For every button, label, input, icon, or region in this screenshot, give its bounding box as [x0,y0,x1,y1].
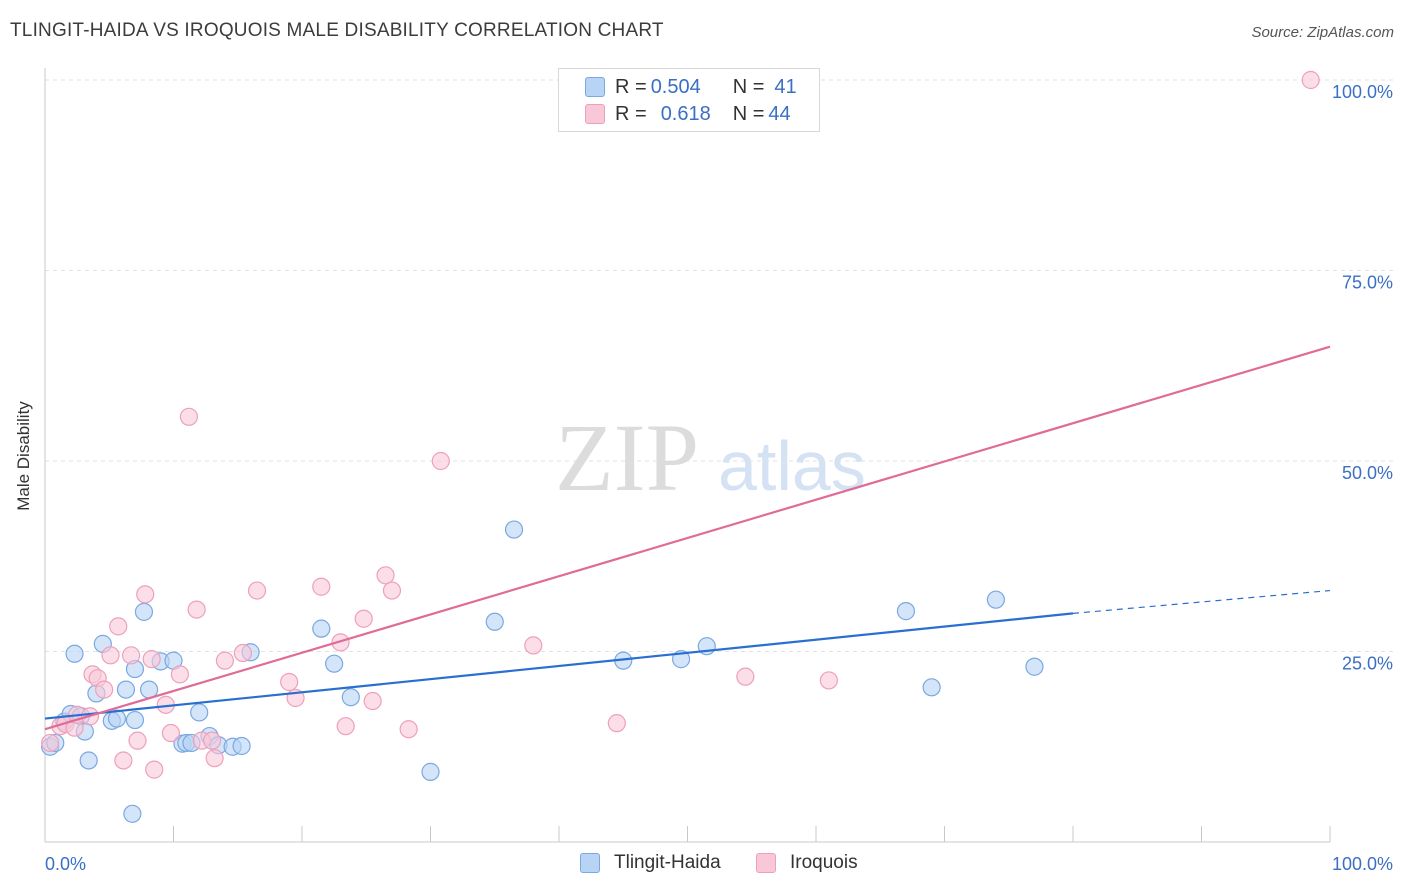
pink-data-point [187,600,206,619]
source-label: Source: ZipAtlas.com [1251,24,1394,41]
blue-data-point [232,736,251,756]
pink-data-point [205,749,224,768]
blue-trend-line [44,612,1074,720]
y-tick-label: 75.0% [1342,273,1393,293]
blue-data-point [312,619,331,638]
pink-data-point [819,671,838,690]
r-label: R = [615,75,647,98]
blue-data-point [922,678,941,697]
legend-item-iroquois[interactable]: Iroquois [756,852,858,874]
legend-label: Iroquois [790,852,858,873]
pink-data-point [354,609,373,628]
blue-data-point [107,709,127,728]
stats-row-tlingit-haida: R = 0.504 N = 41 [585,74,797,100]
n-value: 41 [774,75,797,98]
y-tick-label: 25.0% [1342,654,1393,674]
r-label: R = [615,102,647,125]
blue-data-point [79,751,98,770]
chart-title: TLINGIT-HAIDA VS IROQUOIS MALE DISABILIT… [10,20,664,41]
blue-data-point [485,612,504,631]
blue-data-point [896,602,916,621]
pink-data-point [607,714,626,733]
pink-data-point [215,651,234,670]
pink-data-point [136,585,155,604]
pink-data-point [280,672,299,692]
pink-data-point [179,407,199,426]
blue-data-point [134,602,154,621]
pink-data-point [524,636,543,655]
blue-data-point [504,520,524,539]
pink-data-point [202,731,222,750]
grid-layer [45,79,1395,652]
pink-data-point [431,451,450,471]
blue-data-point [421,762,440,781]
pink-data-point [145,760,164,779]
pink-data-point [1301,70,1320,90]
pink-trend-line [44,345,1331,731]
x-tick-label: 0.0% [45,854,86,874]
blue-swatch [580,853,600,873]
blue-swatch [585,77,605,97]
pink-data-point [336,717,355,736]
pink-swatch [756,853,776,873]
r-value: 0.504 [650,75,701,98]
pink-swatch [585,104,605,124]
series-legend: Tlingit-Haida Iroquois [0,852,1406,878]
r-value: 0.618 [660,102,711,125]
pink-data-point [233,643,252,663]
pink-data-point [376,566,395,585]
legend-item-tlingit-haida[interactable]: Tlingit-Haida [580,852,721,874]
pink-data-point [312,577,331,596]
watermark-zip: ZIP [555,404,699,511]
blue-data-point [125,710,145,730]
pink-data-point [121,646,141,665]
pink-data-point [399,720,418,739]
pink-data-point [128,731,147,750]
stats-legend: R = 0.504 N = 41 R = 0.618 N = 44 [558,68,820,132]
blue-data-point [123,804,142,823]
axis-layer [44,68,1331,843]
blue-trend-extension [1072,589,1331,614]
pink-data-point [247,581,267,600]
y-tick-label: 100.0% [1332,82,1393,102]
pink-data-point [114,751,133,770]
n-label: N = [732,102,765,125]
blue-data-point [986,590,1006,609]
blue-data-point [1025,657,1044,676]
y-tick-label: 50.0% [1342,463,1393,483]
pink-data-point [161,723,181,743]
pink-data-point [95,680,114,699]
pink-data-point [101,646,120,665]
pink-data-point [363,691,382,711]
legend-label: Tlingit-Haida [614,852,721,873]
y-axis-label: Male Disability [14,401,33,511]
blue-data-point [341,688,360,707]
label-layer: 25.0% 50.0% 75.0% 100.0% 0.0% 100.0% [45,82,1393,874]
pink-data-point [382,581,402,600]
blue-data-point [325,654,344,673]
trend-layer [44,345,1331,731]
stats-row-iroquois: R = 0.618 N = 44 [585,101,791,127]
x-tick-label: 100.0% [1332,854,1393,874]
pink-data-point [736,667,755,686]
n-value: 44 [768,102,791,125]
watermark: ZIP atlas [555,404,866,511]
points-layer [41,70,1320,823]
pink-data-point [170,665,190,684]
watermark-atlas: atlas [718,427,866,505]
blue-data-point [65,644,84,663]
blue-data-point [190,703,209,722]
pink-data-point [41,733,60,753]
blue-data-point [116,680,136,699]
n-label: N = [732,75,765,98]
pink-data-point [109,617,128,636]
pink-data-point [142,650,161,669]
